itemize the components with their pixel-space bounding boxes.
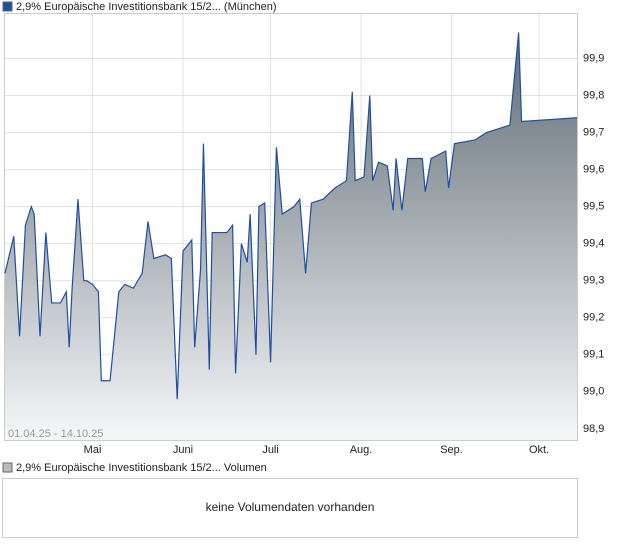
x-tick-label: Aug.: [350, 444, 373, 456]
chart-title: 2,9% Europäische Investitionsbank 15/2..…: [16, 1, 276, 13]
y-tick-label: 99,8: [583, 89, 604, 101]
volume-frame: [2, 478, 578, 538]
volume-title: 2,9% Europäische Investitionsbank 15/2..…: [16, 462, 267, 474]
y-tick-label: 99,7: [583, 126, 604, 138]
plot-frame: [4, 13, 578, 441]
y-tick-label: 99,6: [583, 163, 604, 175]
line: [4, 32, 578, 400]
y-tick-label: 99,0: [583, 386, 604, 398]
x-tick-label: Juli: [262, 444, 279, 456]
y-tick-label: 99,9: [583, 52, 604, 64]
legend-swatch: [2, 1, 13, 12]
y-tick-label: 99,5: [583, 201, 604, 213]
y-tick-label: 98,9: [583, 423, 604, 435]
volume-message: keine Volumendaten vorhanden: [206, 500, 375, 514]
range-label: 01.04.25 - 14.10.25: [8, 428, 103, 440]
y-tick-label: 99,2: [583, 312, 604, 324]
x-tick-label: Okt.: [529, 444, 549, 456]
y-tick-label: 99,3: [583, 275, 604, 287]
area: [5, 32, 577, 441]
x-tick-label: Sep.: [440, 444, 463, 456]
y-tick-label: 99,1: [583, 349, 604, 361]
x-tick-label: Juni: [173, 444, 193, 456]
y-tick-label: 99,4: [583, 238, 604, 250]
x-tick-label: Mai: [84, 444, 102, 456]
volume-swatch: [2, 462, 13, 473]
